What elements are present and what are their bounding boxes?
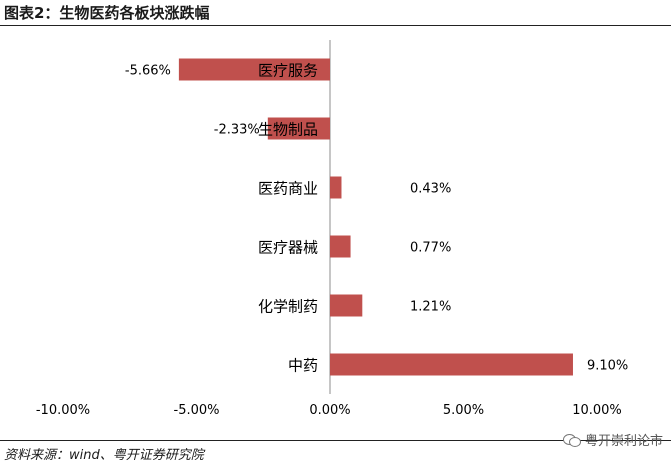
source-note: 资料来源：wind、粤开证券研究院 — [4, 448, 204, 463]
category-label-2: 医药商业 — [258, 180, 318, 198]
bar-4 — [330, 294, 363, 317]
watermark: 粤开崇利论市 — [562, 430, 663, 449]
category-label-5: 中药 — [288, 357, 318, 375]
bar-1 — [267, 117, 330, 140]
data-label-5: 9.10% — [587, 359, 628, 374]
x-tick-label-0: -10.00% — [36, 403, 90, 418]
wechat-icon — [562, 433, 581, 447]
data-label-1: -2.33% — [214, 123, 260, 138]
top-rule — [0, 25, 671, 26]
data-label-4: 1.21% — [410, 300, 451, 315]
category-label-3: 医疗器械 — [258, 239, 318, 257]
x-tick-label-1: -5.00% — [174, 403, 220, 418]
chart-title: 图表2：生物医药各板块涨跌幅 — [4, 4, 210, 22]
bar-0 — [178, 58, 330, 81]
data-label-3: 0.77% — [410, 241, 451, 256]
category-label-0: 医疗服务 — [258, 62, 318, 80]
bar-chart: 医疗服务 -5.66% 生物制品-2.33% 医药商业 0.43% 医疗器械 0.77% 化学… — [36, 40, 628, 418]
x-tick-label-4: 10.00% — [572, 403, 622, 418]
watermark-text: 粤开崇利论市 — [584, 434, 663, 449]
bar-5 — [330, 353, 573, 376]
bar-3 — [330, 235, 351, 258]
bottom-rule — [0, 440, 671, 441]
category-label-1: 生物制品 — [258, 121, 318, 139]
data-label-2: 0.43% — [410, 182, 451, 197]
x-tick-label-3: 5.00% — [443, 403, 484, 418]
category-label-4: 化学制药 — [258, 298, 318, 316]
data-label-0: -5.66% — [125, 64, 171, 79]
bar-2 — [330, 176, 342, 199]
x-tick-label-2: 0.00% — [309, 403, 350, 418]
